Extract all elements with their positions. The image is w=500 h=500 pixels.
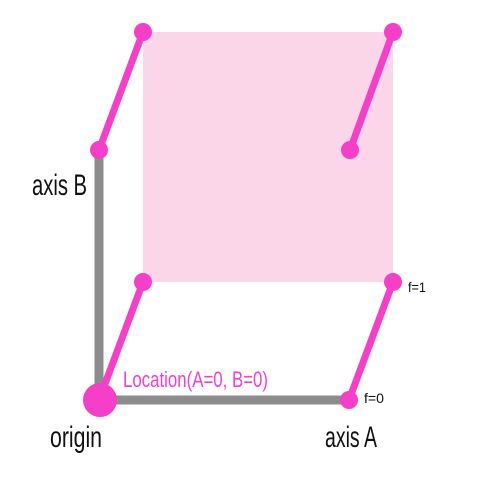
point-top-right <box>384 23 402 41</box>
fiber-line-top-right <box>346 28 397 154</box>
location-label: Location(A=0, B=0) <box>123 367 268 392</box>
point-plane-bottom-right <box>384 273 402 291</box>
point-plane-bottom-left <box>134 273 152 291</box>
fiber-line-origin <box>95 278 147 404</box>
point-top-left <box>134 23 152 41</box>
point-mid-right <box>341 141 359 159</box>
point-axis-b <box>90 141 108 159</box>
fiber-line-axis-a <box>345 278 397 404</box>
point-axis-a <box>340 391 358 409</box>
axis-a-label: axis A <box>325 421 377 454</box>
f1-label: f=1 <box>408 279 426 295</box>
f0-label: f=0 <box>364 390 384 406</box>
origin-label: origin <box>50 421 102 454</box>
point-origin <box>83 383 117 417</box>
axis-b-label: axis B <box>32 169 87 202</box>
fiber-line-axis-b <box>95 28 147 154</box>
